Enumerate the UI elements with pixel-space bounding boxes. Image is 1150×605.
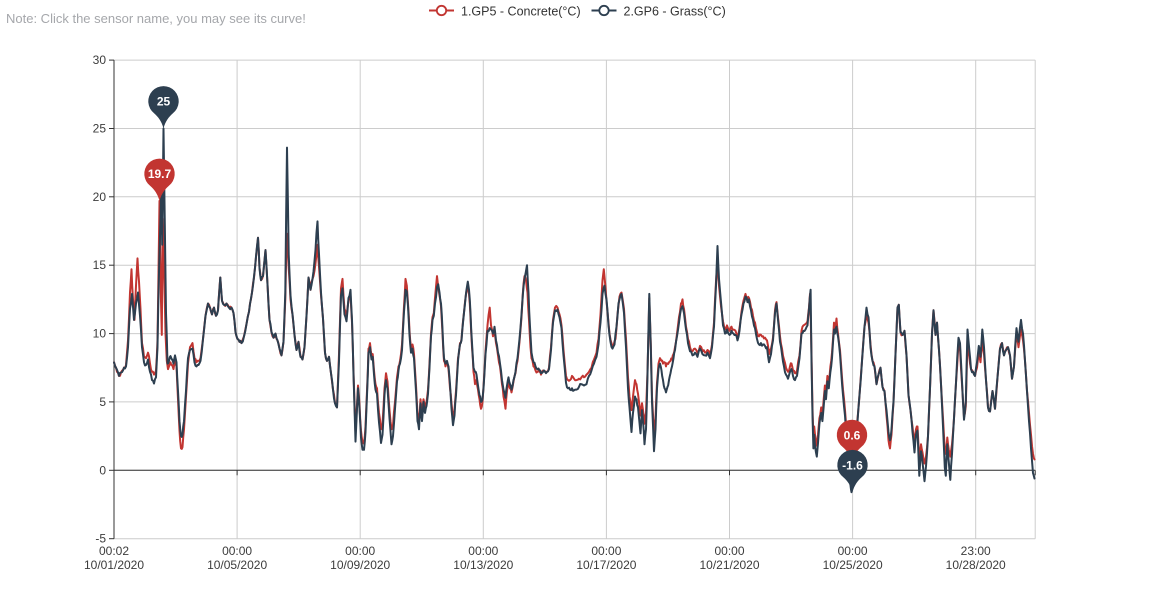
svg-text:Note: Click the sensor name, y: Note: Click the sensor name, you may see…: [6, 11, 306, 26]
svg-text:30: 30: [93, 53, 107, 67]
svg-text:25: 25: [157, 95, 171, 109]
svg-text:00:00: 00:00: [222, 544, 252, 558]
svg-text:0.6: 0.6: [844, 428, 861, 442]
svg-text:-1.6: -1.6: [842, 458, 863, 472]
svg-text:00:00: 00:00: [468, 544, 498, 558]
svg-text:-5: -5: [95, 532, 106, 546]
svg-text:20: 20: [93, 190, 107, 204]
svg-text:00:00: 00:00: [838, 544, 868, 558]
svg-text:1.GP5 - Concrete(°C): 1.GP5 - Concrete(°C): [461, 5, 581, 19]
svg-text:25: 25: [93, 122, 107, 136]
svg-text:10/25/2020: 10/25/2020: [823, 558, 883, 572]
svg-text:00:00: 00:00: [714, 544, 744, 558]
svg-text:0: 0: [99, 463, 106, 477]
svg-text:10/05/2020: 10/05/2020: [207, 558, 267, 572]
svg-text:10/13/2020: 10/13/2020: [453, 558, 513, 572]
svg-text:10/09/2020: 10/09/2020: [330, 558, 390, 572]
svg-text:00:00: 00:00: [591, 544, 621, 558]
svg-text:10/28/2020: 10/28/2020: [946, 558, 1006, 572]
svg-text:2.GP6 - Grass(°C): 2.GP6 - Grass(°C): [624, 5, 726, 19]
svg-text:10/21/2020: 10/21/2020: [699, 558, 759, 572]
svg-text:5: 5: [99, 395, 106, 409]
svg-text:00:02: 00:02: [99, 544, 129, 558]
svg-text:10: 10: [93, 327, 107, 341]
svg-text:19.7: 19.7: [148, 167, 172, 181]
svg-text:23:00: 23:00: [961, 544, 991, 558]
svg-text:10/17/2020: 10/17/2020: [576, 558, 636, 572]
svg-text:00:00: 00:00: [345, 544, 375, 558]
svg-text:10/01/2020: 10/01/2020: [84, 558, 144, 572]
svg-text:15: 15: [93, 258, 107, 272]
